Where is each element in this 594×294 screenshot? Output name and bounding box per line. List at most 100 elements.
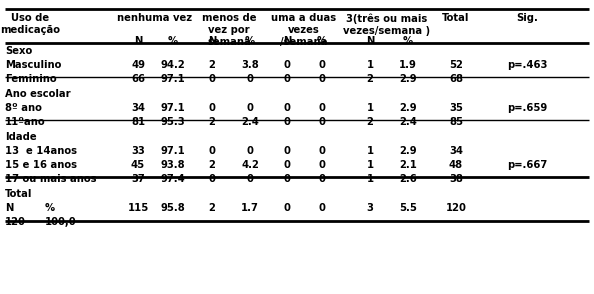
Text: 0: 0 xyxy=(208,174,216,184)
Text: 13  e 14anos: 13 e 14anos xyxy=(5,146,77,156)
Text: 0: 0 xyxy=(283,117,290,127)
Text: 1: 1 xyxy=(366,160,374,170)
Text: 2: 2 xyxy=(208,60,216,70)
Text: 34: 34 xyxy=(449,146,463,156)
Text: 2.9: 2.9 xyxy=(399,146,417,156)
Text: 1.9: 1.9 xyxy=(399,60,417,70)
Text: 97.1: 97.1 xyxy=(160,103,185,113)
Text: 2.4: 2.4 xyxy=(399,117,417,127)
Text: N: N xyxy=(366,36,374,46)
Text: 1: 1 xyxy=(366,146,374,156)
Text: 38: 38 xyxy=(449,174,463,184)
Text: 3(três ou mais
vezes/semana ): 3(três ou mais vezes/semana ) xyxy=(343,13,431,36)
Text: 2: 2 xyxy=(208,160,216,170)
Text: 2: 2 xyxy=(208,117,216,127)
Text: Idade: Idade xyxy=(5,132,37,142)
Text: 33: 33 xyxy=(131,146,145,156)
Text: 52: 52 xyxy=(449,60,463,70)
Text: 0: 0 xyxy=(318,74,326,84)
Text: 1: 1 xyxy=(366,103,374,113)
Text: Feminino: Feminino xyxy=(5,74,56,84)
Text: 37: 37 xyxy=(131,174,145,184)
Text: 0: 0 xyxy=(247,74,254,84)
Text: p=.463: p=.463 xyxy=(507,60,547,70)
Text: 45: 45 xyxy=(131,160,145,170)
Text: 34: 34 xyxy=(131,103,145,113)
Text: N: N xyxy=(134,36,142,46)
Text: 0: 0 xyxy=(283,203,290,213)
Text: 0: 0 xyxy=(318,174,326,184)
Text: 0: 0 xyxy=(208,103,216,113)
Text: uma a duas
vezes
/semana: uma a duas vezes /semana xyxy=(271,13,337,47)
Text: %: % xyxy=(168,36,178,46)
Text: 48: 48 xyxy=(449,160,463,170)
Text: 2.1: 2.1 xyxy=(399,160,417,170)
Text: 0: 0 xyxy=(208,146,216,156)
Text: 2.9: 2.9 xyxy=(399,74,417,84)
Text: 0: 0 xyxy=(283,60,290,70)
Text: 4.2: 4.2 xyxy=(241,160,259,170)
Text: 2: 2 xyxy=(366,74,374,84)
Text: 0: 0 xyxy=(247,103,254,113)
Text: 3: 3 xyxy=(366,203,374,213)
Text: Sexo: Sexo xyxy=(5,46,32,56)
Text: 93.8: 93.8 xyxy=(161,160,185,170)
Text: 94.2: 94.2 xyxy=(160,60,185,70)
Text: 0: 0 xyxy=(318,160,326,170)
Text: Masculino: Masculino xyxy=(5,60,61,70)
Text: Sig.: Sig. xyxy=(516,13,538,23)
Text: 1: 1 xyxy=(366,174,374,184)
Text: 120: 120 xyxy=(5,217,26,227)
Text: 49: 49 xyxy=(131,60,145,70)
Text: %: % xyxy=(403,36,413,46)
Text: 17 ou mais anos: 17 ou mais anos xyxy=(5,174,96,184)
Text: %: % xyxy=(45,203,55,213)
Text: nenhuma vez: nenhuma vez xyxy=(118,13,192,23)
Text: %: % xyxy=(317,36,327,46)
Text: 1: 1 xyxy=(366,60,374,70)
Text: p=.659: p=.659 xyxy=(507,103,547,113)
Text: 115: 115 xyxy=(127,203,148,213)
Text: 2: 2 xyxy=(208,203,216,213)
Text: 85: 85 xyxy=(449,117,463,127)
Text: 66: 66 xyxy=(131,74,145,84)
Text: 2.4: 2.4 xyxy=(241,117,259,127)
Text: menos de
vez por
semana: menos de vez por semana xyxy=(202,13,256,47)
Text: 0: 0 xyxy=(283,160,290,170)
Text: 0: 0 xyxy=(318,60,326,70)
Text: 8º ano: 8º ano xyxy=(5,103,42,113)
Text: %: % xyxy=(245,36,255,46)
Text: 95.3: 95.3 xyxy=(161,117,185,127)
Text: 3.8: 3.8 xyxy=(241,60,259,70)
Text: Total: Total xyxy=(5,189,33,199)
Text: 97.1: 97.1 xyxy=(160,74,185,84)
Text: 1.7: 1.7 xyxy=(241,203,259,213)
Text: 15 e 16 anos: 15 e 16 anos xyxy=(5,160,77,170)
Text: 0: 0 xyxy=(283,174,290,184)
Text: 0: 0 xyxy=(283,146,290,156)
Text: 2: 2 xyxy=(366,117,374,127)
Text: 100,0: 100,0 xyxy=(45,217,77,227)
Text: 0: 0 xyxy=(318,146,326,156)
Text: 97.1: 97.1 xyxy=(160,146,185,156)
Text: 35: 35 xyxy=(449,103,463,113)
Text: 2.9: 2.9 xyxy=(399,103,417,113)
Text: 2.6: 2.6 xyxy=(399,174,417,184)
Text: 0: 0 xyxy=(318,203,326,213)
Text: 0: 0 xyxy=(247,174,254,184)
Text: N: N xyxy=(5,203,14,213)
Text: 5.5: 5.5 xyxy=(399,203,417,213)
Text: 0: 0 xyxy=(247,146,254,156)
Text: 68: 68 xyxy=(449,74,463,84)
Text: 97.4: 97.4 xyxy=(160,174,185,184)
Text: Uso de
medicação: Uso de medicação xyxy=(0,13,60,35)
Text: 0: 0 xyxy=(208,74,216,84)
Text: 0: 0 xyxy=(318,103,326,113)
Text: 0: 0 xyxy=(283,74,290,84)
Text: Ano escolar: Ano escolar xyxy=(5,89,71,99)
Text: 0: 0 xyxy=(318,117,326,127)
Text: Total: Total xyxy=(443,13,470,23)
Text: p=.667: p=.667 xyxy=(507,160,547,170)
Text: 11ºano: 11ºano xyxy=(5,117,46,127)
Text: 120: 120 xyxy=(446,203,466,213)
